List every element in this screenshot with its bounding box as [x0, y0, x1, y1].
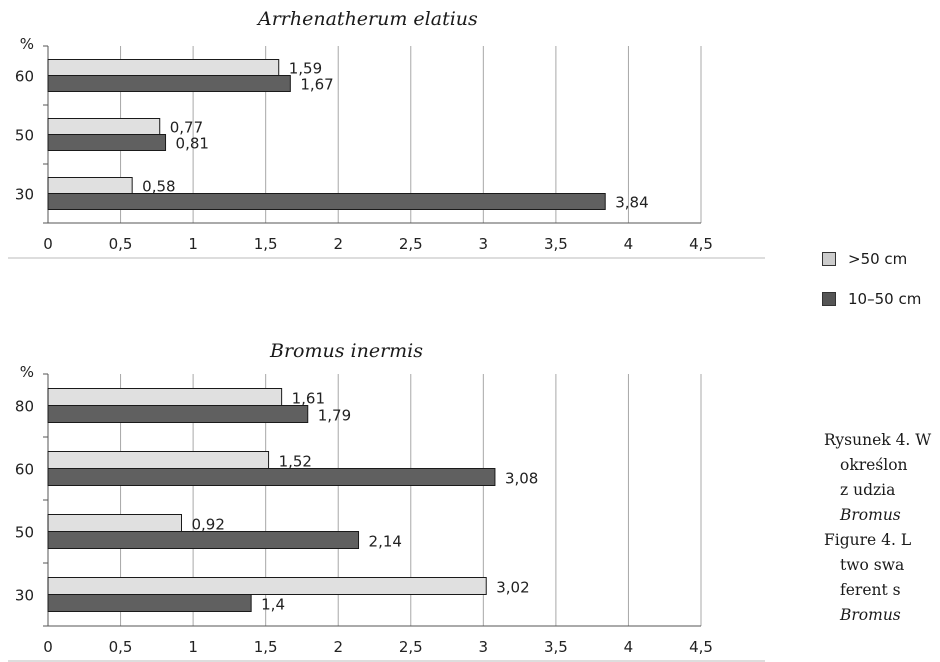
bar [47, 75, 291, 92]
caption-en-line: Bromus [840, 606, 901, 624]
bar [47, 451, 270, 469]
caption-pl-line: z udzia [840, 481, 896, 499]
bar [47, 514, 183, 532]
x-tick-label: 2,5 [399, 638, 423, 656]
bar [47, 134, 167, 151]
category-label: 60 [15, 461, 34, 479]
bar [47, 468, 496, 486]
bar [47, 405, 309, 423]
legend-label-10-50cm: 10–50 cm [848, 290, 922, 308]
x-tick-label: 1 [188, 638, 198, 656]
x-tick-label: 4 [624, 638, 634, 656]
bar [47, 193, 606, 210]
data-label: 1,67 [300, 76, 333, 94]
category-label: 30 [15, 186, 34, 204]
x-tick-label: 0,5 [109, 638, 133, 656]
data-label: 0,77 [170, 119, 203, 137]
x-tick-label: 0 [43, 638, 53, 656]
x-tick-label: 0,5 [109, 235, 133, 253]
legend-swatch-10-50cm [822, 292, 836, 306]
bar [47, 577, 487, 595]
chart-arrhenatherum: 0 0,5 1 1,5 2 2,5 3 3,5 4 4,5% 60 1,591,67 50 0,770,8… [8, 35, 765, 259]
data-label: 0,81 [176, 135, 209, 153]
legend-label-over-50cm: >50 cm [848, 250, 908, 268]
x-tick-label: 4 [624, 235, 634, 253]
category-label: 80 [15, 398, 34, 416]
x-tick-label: 3 [479, 638, 489, 656]
x-tick-label: 3 [479, 235, 489, 253]
data-label: 0,92 [192, 516, 225, 534]
x-tick-label: 2 [333, 638, 343, 656]
data-label: 1,52 [279, 453, 312, 471]
figure-caption-polish: Rysunek 4. W określon z udzia Bromus [824, 428, 940, 528]
caption-en-line: two swa [840, 556, 905, 574]
data-label: 3,02 [496, 579, 529, 597]
y-axis-label: % [20, 35, 34, 53]
data-label: 3,08 [505, 470, 538, 488]
chart-title-bromus: Bromus inermis [270, 340, 424, 362]
data-label: 1,59 [289, 60, 322, 78]
caption-pl-line: Bromus [840, 506, 901, 524]
x-tick-label: 2 [333, 235, 343, 253]
data-label: 3,84 [615, 194, 648, 212]
x-tick-label: 1,5 [254, 235, 278, 253]
figure-caption-english: Figure 4. L two swa ferent s Bromus [824, 528, 940, 628]
caption-en-line: Figure 4. L [824, 531, 912, 549]
x-tick-label: 4,5 [689, 638, 713, 656]
category-label: 60 [15, 68, 34, 86]
caption-pl-line: Rysunek 4. W [824, 431, 932, 449]
bar [47, 388, 283, 406]
legend-item-10-50cm: 10–50 cm [822, 290, 921, 308]
x-tick-label: 3,5 [544, 638, 568, 656]
data-label: 1,61 [292, 390, 325, 408]
x-tick-label: 4,5 [689, 235, 713, 253]
category-label: 30 [15, 587, 34, 605]
x-tick-label: 0 [43, 235, 53, 253]
x-tick-label: 1 [188, 235, 198, 253]
data-label: 0,58 [142, 178, 175, 196]
bar [47, 531, 360, 549]
bar [47, 594, 252, 612]
category-label: 50 [15, 524, 34, 542]
category-label: 50 [15, 127, 34, 145]
y-axis-label: % [20, 363, 34, 381]
legend-item-over-50cm: >50 cm [822, 250, 907, 268]
data-label: 1,4 [261, 596, 285, 614]
x-tick-label: 2,5 [399, 235, 423, 253]
legend-swatch-over-50cm [822, 252, 836, 266]
chart-title-arrhenatherum: Arrhenatherum elatius [258, 8, 478, 30]
x-tick-label: 1,5 [254, 638, 278, 656]
data-label: 1,79 [318, 407, 351, 425]
caption-en-line: ferent s [840, 581, 901, 599]
caption-pl-line: określon [840, 456, 908, 474]
data-label: 2,14 [369, 533, 402, 551]
x-tick-label: 3,5 [544, 235, 568, 253]
